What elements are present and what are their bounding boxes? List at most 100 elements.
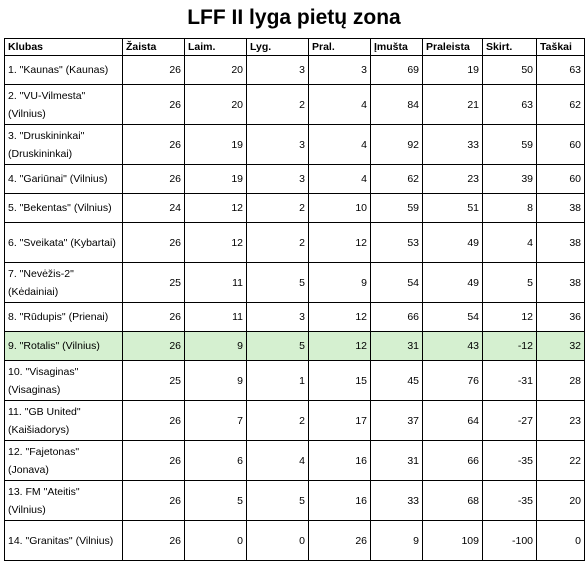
club-cell: 2. "VU-Vilmesta" (Vilnius) (4, 84, 123, 125)
drawn-cell: 2 (246, 84, 309, 125)
diff-cell: -31 (482, 360, 537, 401)
club-cell: 4. "Gariūnai" (Vilnius) (4, 164, 123, 194)
won-cell: 12 (184, 222, 247, 263)
scored-cell: 62 (370, 164, 423, 194)
conceded-cell: 33 (422, 124, 483, 165)
conceded-cell: 23 (422, 164, 483, 194)
table-row: 14. "Granitas" (Vilnius) 26 0 0 26 9 109 -100 0 (4, 520, 585, 561)
header-club: Klubas (4, 38, 123, 56)
points-cell: 63 (536, 55, 585, 85)
header-conceded: Praleista (422, 38, 483, 56)
scored-cell: 33 (370, 480, 423, 521)
table-row: 9. "Rotalis" (Vilnius) 26 9 5 12 31 43 -12 32 (4, 331, 585, 361)
diff-cell: -12 (482, 331, 537, 361)
won-cell: 9 (184, 331, 247, 361)
drawn-cell: 1 (246, 360, 309, 401)
diff-cell: 59 (482, 124, 537, 165)
lost-cell: 4 (308, 124, 371, 165)
scored-cell: 31 (370, 331, 423, 361)
points-cell: 60 (536, 124, 585, 165)
played-cell: 26 (122, 440, 185, 481)
won-cell: 19 (184, 124, 247, 165)
club-cell: 5. "Bekentas" (Vilnius) (4, 193, 123, 223)
diff-cell: 39 (482, 164, 537, 194)
lost-cell: 15 (308, 360, 371, 401)
points-cell: 0 (536, 520, 585, 561)
standings-table: Klubas Žaista Laim. Lyg. Pral. Įmušta Pr… (4, 38, 585, 561)
points-cell: 60 (536, 164, 585, 194)
club-cell: 13. FM "Ateitis" (Vilnius) (4, 480, 123, 521)
header-drawn: Lyg. (246, 38, 309, 56)
won-cell: 20 (184, 55, 247, 85)
drawn-cell: 2 (246, 400, 309, 441)
header-played: Žaista (122, 38, 185, 56)
played-cell: 26 (122, 331, 185, 361)
conceded-cell: 54 (422, 302, 483, 332)
diff-cell: -35 (482, 440, 537, 481)
played-cell: 26 (122, 84, 185, 125)
points-cell: 23 (536, 400, 585, 441)
drawn-cell: 4 (246, 440, 309, 481)
scored-cell: 37 (370, 400, 423, 441)
diff-cell: 4 (482, 222, 537, 263)
table-row: 1. "Kaunas" (Kaunas) 26 20 3 3 69 19 50 63 (4, 55, 585, 85)
conceded-cell: 49 (422, 222, 483, 263)
scored-cell: 69 (370, 55, 423, 85)
table-row: 13. FM "Ateitis" (Vilnius) 26 5 5 16 33 68 -35 2… (4, 480, 585, 521)
won-cell: 6 (184, 440, 247, 481)
table-row: 6. "Sveikata" (Kybartai) 26 12 2 12 53 49 4 38 (4, 222, 585, 263)
conceded-cell: 19 (422, 55, 483, 85)
lost-cell: 3 (308, 55, 371, 85)
diff-cell: 12 (482, 302, 537, 332)
conceded-cell: 43 (422, 331, 483, 361)
scored-cell: 66 (370, 302, 423, 332)
table-row: 2. "VU-Vilmesta" (Vilnius) 26 20 2 4 84 21 63 62 (4, 84, 585, 125)
played-cell: 24 (122, 193, 185, 223)
played-cell: 26 (122, 222, 185, 263)
points-cell: 22 (536, 440, 585, 481)
played-cell: 25 (122, 262, 185, 303)
won-cell: 11 (184, 262, 247, 303)
lost-cell: 16 (308, 440, 371, 481)
table-header-row: Klubas Žaista Laim. Lyg. Pral. Įmušta Pr… (4, 38, 585, 56)
conceded-cell: 66 (422, 440, 483, 481)
scored-cell: 31 (370, 440, 423, 481)
drawn-cell: 3 (246, 164, 309, 194)
won-cell: 19 (184, 164, 247, 194)
played-cell: 25 (122, 360, 185, 401)
lost-cell: 4 (308, 84, 371, 125)
lost-cell: 17 (308, 400, 371, 441)
drawn-cell: 5 (246, 331, 309, 361)
played-cell: 26 (122, 55, 185, 85)
scored-cell: 54 (370, 262, 423, 303)
diff-cell: -27 (482, 400, 537, 441)
club-cell: 3. "Druskininkai" (Druskininkai) (4, 124, 123, 165)
points-cell: 20 (536, 480, 585, 521)
table-row: 12. "Fajetonas" (Jonava) 26 6 4 16 31 66 -35 22 (4, 440, 585, 481)
club-cell: 8. "Rūdupis" (Prienai) (4, 302, 123, 332)
points-cell: 38 (536, 262, 585, 303)
club-cell: 7. "Nevėžis-2" (Kėdainiai) (4, 262, 123, 303)
diff-cell: 50 (482, 55, 537, 85)
won-cell: 5 (184, 480, 247, 521)
drawn-cell: 3 (246, 55, 309, 85)
conceded-cell: 21 (422, 84, 483, 125)
diff-cell: 5 (482, 262, 537, 303)
diff-cell: 8 (482, 193, 537, 223)
table-row: 10. "Visaginas" (Visaginas) 25 9 1 15 45 76 -31… (4, 360, 585, 401)
points-cell: 32 (536, 331, 585, 361)
drawn-cell: 0 (246, 520, 309, 561)
table-row: 11. "GB United" (Kaišiadorys) 26 7 2 17 37 64-… (4, 400, 585, 441)
won-cell: 12 (184, 193, 247, 223)
conceded-cell: 49 (422, 262, 483, 303)
conceded-cell: 76 (422, 360, 483, 401)
lost-cell: 12 (308, 222, 371, 263)
drawn-cell: 5 (246, 262, 309, 303)
points-cell: 28 (536, 360, 585, 401)
scored-cell: 53 (370, 222, 423, 263)
header-won: Laim. (184, 38, 247, 56)
won-cell: 0 (184, 520, 247, 561)
conceded-cell: 64 (422, 400, 483, 441)
drawn-cell: 2 (246, 222, 309, 263)
points-cell: 38 (536, 222, 585, 263)
